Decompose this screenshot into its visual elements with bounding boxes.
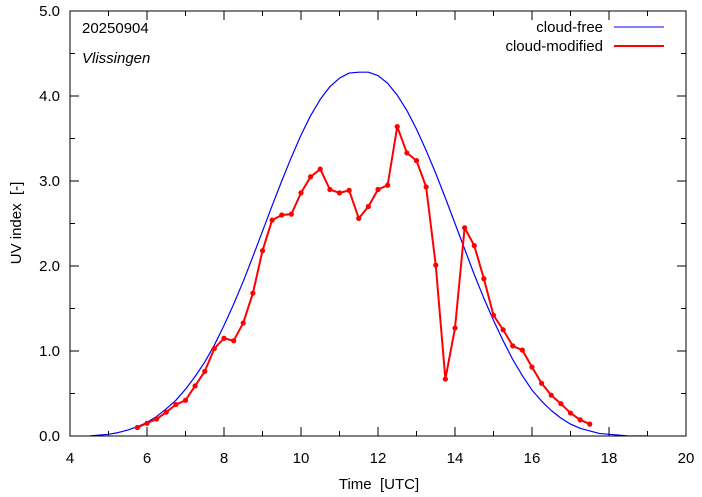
y-tick-label: 5.0 xyxy=(39,3,60,20)
tick-labels: 4 6 8 10 12 14 16 18 20 0.0 1.0 2.0 3.0 4.0 5.0 xyxy=(39,3,694,467)
data-point-cloud-modified xyxy=(134,424,140,431)
data-point-cloud-modified xyxy=(192,383,198,389)
y-axis-title: UV index [-] xyxy=(8,182,25,265)
data-point-cloud-modified xyxy=(259,248,266,254)
data-point-cloud-modified xyxy=(202,368,208,374)
data-point-cloud-modified xyxy=(510,343,516,349)
data-point-cloud-modified xyxy=(221,335,227,341)
data-point-cloud-modified xyxy=(404,150,410,156)
data-point-cloud-modified xyxy=(365,203,371,210)
data-point-cloud-modified xyxy=(529,364,535,370)
legend-label-cloud-modified: cloud-modified xyxy=(505,38,603,55)
legend-label-cloud-free: cloud-free xyxy=(536,19,603,36)
date-annotation: 20250904 xyxy=(82,20,149,37)
x-tick-label: 20 xyxy=(678,450,695,467)
axes-layer xyxy=(69,10,687,437)
legend: cloud-free cloud-modified xyxy=(505,19,664,55)
series-line-cloud-free xyxy=(89,71,648,436)
data-point-cloud-modified xyxy=(481,276,487,282)
x-tick-label: 8 xyxy=(220,450,228,467)
data-point-cloud-modified xyxy=(587,421,593,427)
data-point-cloud-modified xyxy=(548,392,554,398)
data-point-cloud-modified xyxy=(240,320,246,326)
data-point-cloud-modified xyxy=(336,190,343,196)
data-point-cloud-modified xyxy=(346,187,352,193)
data-point-cloud-modified xyxy=(413,158,420,164)
data-point-cloud-modified xyxy=(327,186,333,193)
station-annotation: Vlissingen xyxy=(82,50,150,67)
data-point-cloud-modified xyxy=(394,124,400,130)
data-point-cloud-modified xyxy=(462,225,468,231)
data-point-cloud-modified xyxy=(288,211,294,217)
data-point-cloud-modified xyxy=(577,417,583,423)
data-point-cloud-modified xyxy=(433,262,439,268)
x-axis-title: Time [UTC] xyxy=(339,476,419,493)
data-point-cloud-modified xyxy=(173,401,179,408)
x-tick-label: 16 xyxy=(524,450,541,467)
data-point-cloud-modified xyxy=(298,190,304,196)
data-point-cloud-modified xyxy=(279,212,285,218)
data-point-cloud-modified xyxy=(385,182,391,188)
data-point-cloud-modified xyxy=(490,312,497,318)
data-point-cloud-modified xyxy=(250,290,256,296)
x-tick-label: 14 xyxy=(447,450,464,467)
data-point-cloud-modified xyxy=(231,338,237,344)
y-tick-label: 1.0 xyxy=(39,343,60,360)
data-point-cloud-modified xyxy=(539,380,545,386)
y-tick-label: 3.0 xyxy=(39,173,60,190)
data-point-cloud-modified xyxy=(500,327,506,333)
x-tick-label: 6 xyxy=(143,450,151,467)
data-point-cloud-modified xyxy=(154,416,160,422)
series-layer xyxy=(89,71,648,436)
data-point-cloud-modified xyxy=(211,345,217,352)
x-tick-label: 10 xyxy=(293,450,310,467)
data-point-cloud-modified xyxy=(558,401,564,407)
data-point-cloud-modified xyxy=(182,397,189,403)
data-point-cloud-modified xyxy=(442,376,448,382)
x-tick-label: 12 xyxy=(370,450,387,467)
data-point-cloud-modified xyxy=(317,166,323,172)
data-point-cloud-modified xyxy=(308,174,314,180)
data-point-cloud-modified xyxy=(375,186,381,193)
data-point-cloud-modified xyxy=(452,325,458,331)
data-point-cloud-modified xyxy=(269,217,275,223)
y-tick-label: 0.0 xyxy=(39,428,60,445)
data-point-cloud-modified xyxy=(519,347,525,353)
data-point-cloud-modified xyxy=(163,409,169,415)
y-tick-label: 2.0 xyxy=(39,258,60,275)
y-tick-label: 4.0 xyxy=(39,88,60,105)
x-tick-label: 18 xyxy=(601,450,618,467)
data-point-cloud-modified xyxy=(567,410,574,416)
data-point-cloud-modified xyxy=(144,420,150,426)
x-tick-label: 4 xyxy=(66,450,74,467)
data-point-cloud-modified xyxy=(356,215,362,221)
data-point-cloud-modified xyxy=(471,243,477,249)
data-point-cloud-modified xyxy=(423,184,429,190)
